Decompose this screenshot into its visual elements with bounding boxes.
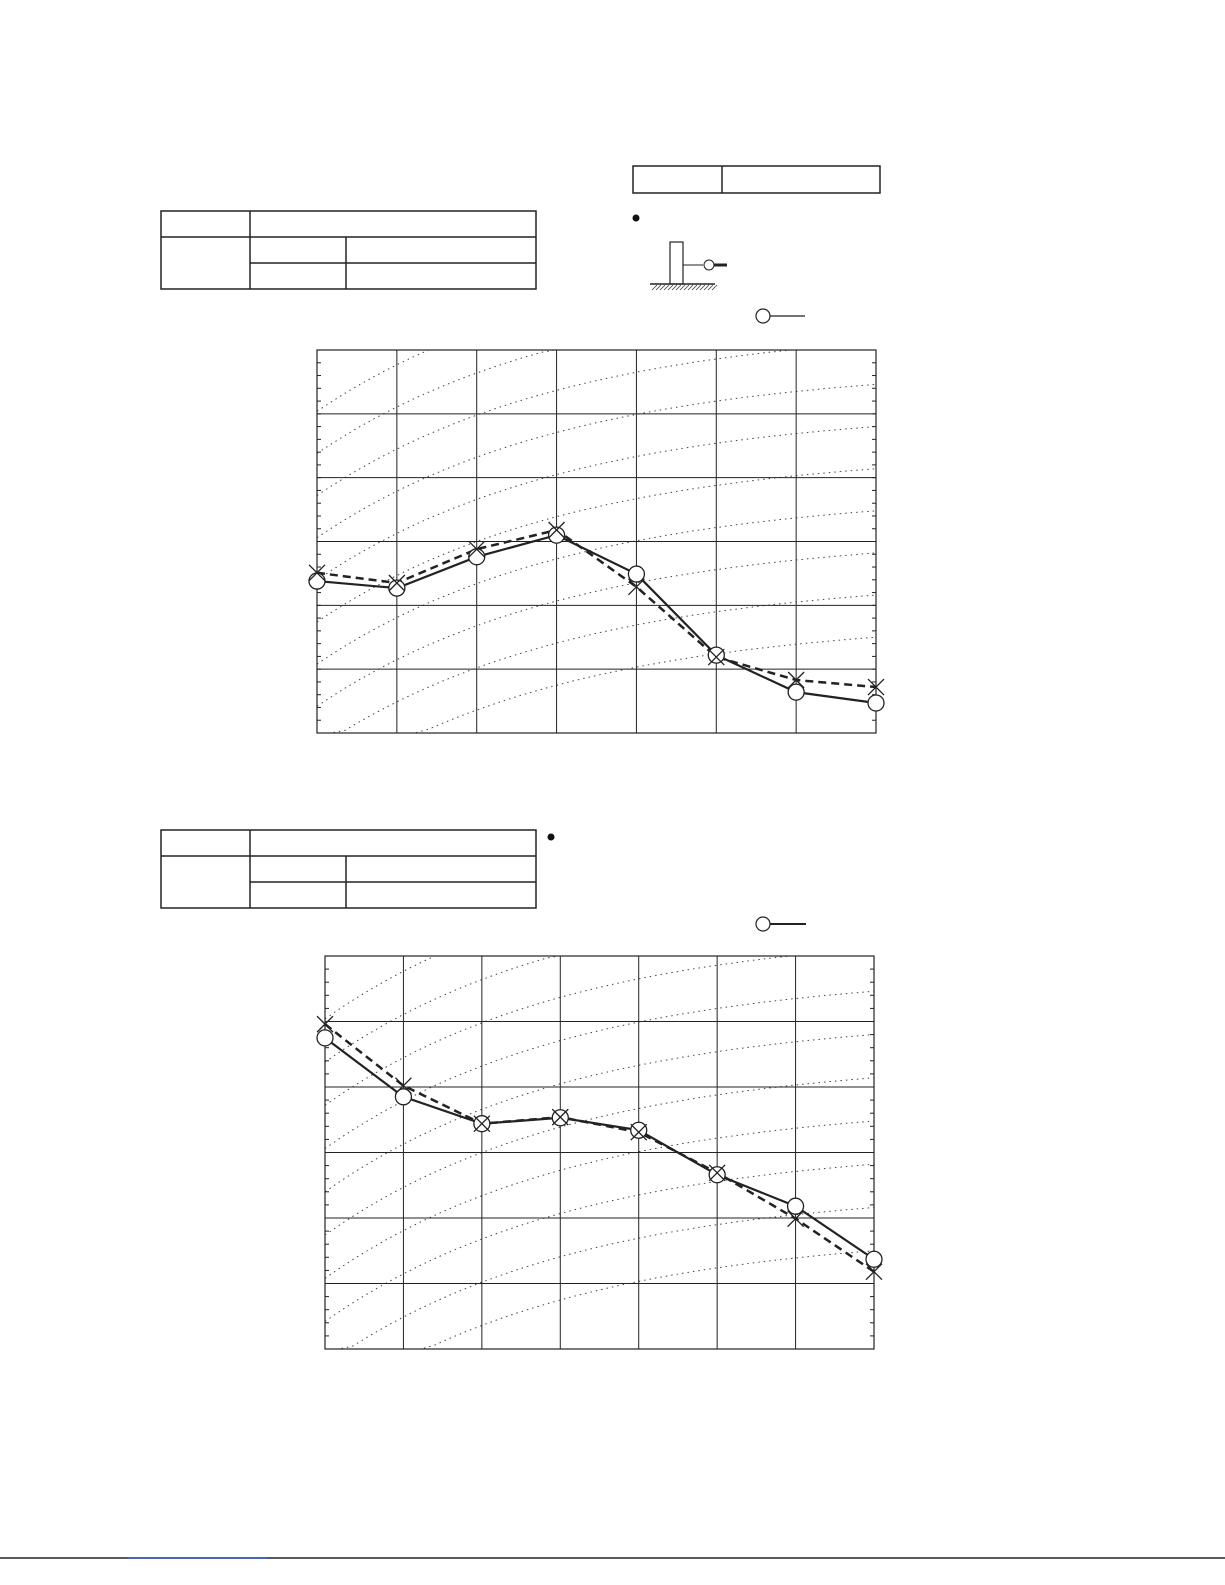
legend-marker [755, 308, 771, 324]
series-line [316, 528, 877, 689]
hatch-line [651, 284, 658, 291]
hatch-line [691, 284, 698, 291]
point-marker [630, 1123, 648, 1141]
point-marker [468, 548, 486, 566]
spec-table [160, 210, 537, 290]
point-marker [316, 1029, 334, 1047]
point-marker [627, 565, 646, 583]
reference-curve [316, 383, 877, 539]
point-marker [394, 1077, 412, 1095]
point-marker [551, 1108, 569, 1126]
mic-icon [703, 259, 715, 271]
reference-curve [324, 1034, 875, 1193]
hatch-line [703, 284, 710, 291]
point-marker [707, 648, 725, 666]
unit-icon [669, 241, 684, 285]
point-marker [548, 521, 566, 539]
point-marker [630, 1121, 648, 1139]
reference-curve [316, 349, 876, 454]
hatch-line [711, 284, 718, 291]
layout [0, 165, 1225, 1559]
point-marker [316, 1015, 334, 1033]
bullet [547, 833, 555, 841]
point-marker [468, 540, 486, 558]
point-marker [394, 1088, 413, 1106]
reference-curve [317, 594, 877, 734]
reference-curve [324, 955, 874, 1063]
reference-curve [325, 1207, 875, 1350]
series-line [324, 1037, 875, 1261]
point-marker [708, 1166, 726, 1184]
point-marker [867, 678, 885, 696]
hatch-line [699, 284, 706, 291]
reference-curve [316, 426, 877, 581]
hatch-line [695, 284, 702, 291]
hatch-line [663, 284, 670, 291]
hatch-line [707, 284, 714, 291]
reference-curve [325, 1250, 875, 1350]
point-marker [786, 1197, 805, 1215]
point-marker [707, 646, 725, 664]
point-marker [867, 694, 885, 712]
hatch-line [659, 284, 666, 291]
point-marker [865, 1250, 883, 1268]
series-line [324, 1023, 875, 1273]
point-marker [787, 683, 805, 701]
reference-curve [324, 1163, 875, 1322]
hatch-line [687, 284, 694, 291]
hatch-line [683, 284, 690, 291]
hatch-line [675, 284, 682, 291]
point-marker [547, 526, 566, 544]
point-marker [865, 1263, 883, 1281]
chart [316, 955, 883, 1350]
chart [308, 349, 885, 734]
model-table [632, 165, 881, 194]
hatch-line [679, 284, 686, 291]
point-marker [787, 1210, 805, 1228]
point-marker [473, 1115, 491, 1133]
point-marker [308, 572, 326, 590]
spec-table [160, 829, 537, 909]
point-marker [388, 579, 406, 597]
reference-curve [316, 468, 877, 623]
reference-curve [324, 955, 874, 1106]
series-line [316, 533, 877, 705]
point-marker [388, 574, 406, 592]
hatch-line [671, 284, 678, 291]
point-marker [308, 564, 326, 582]
point-marker [627, 578, 645, 596]
point-marker [708, 1164, 726, 1182]
legend-marker [755, 916, 771, 932]
hatch [651, 284, 718, 291]
hatch-line [655, 284, 662, 291]
point-marker [787, 671, 805, 689]
hatch-line [667, 284, 674, 291]
reference-curve [324, 955, 874, 1020]
reference-curve [316, 349, 876, 496]
bullet [632, 214, 640, 222]
